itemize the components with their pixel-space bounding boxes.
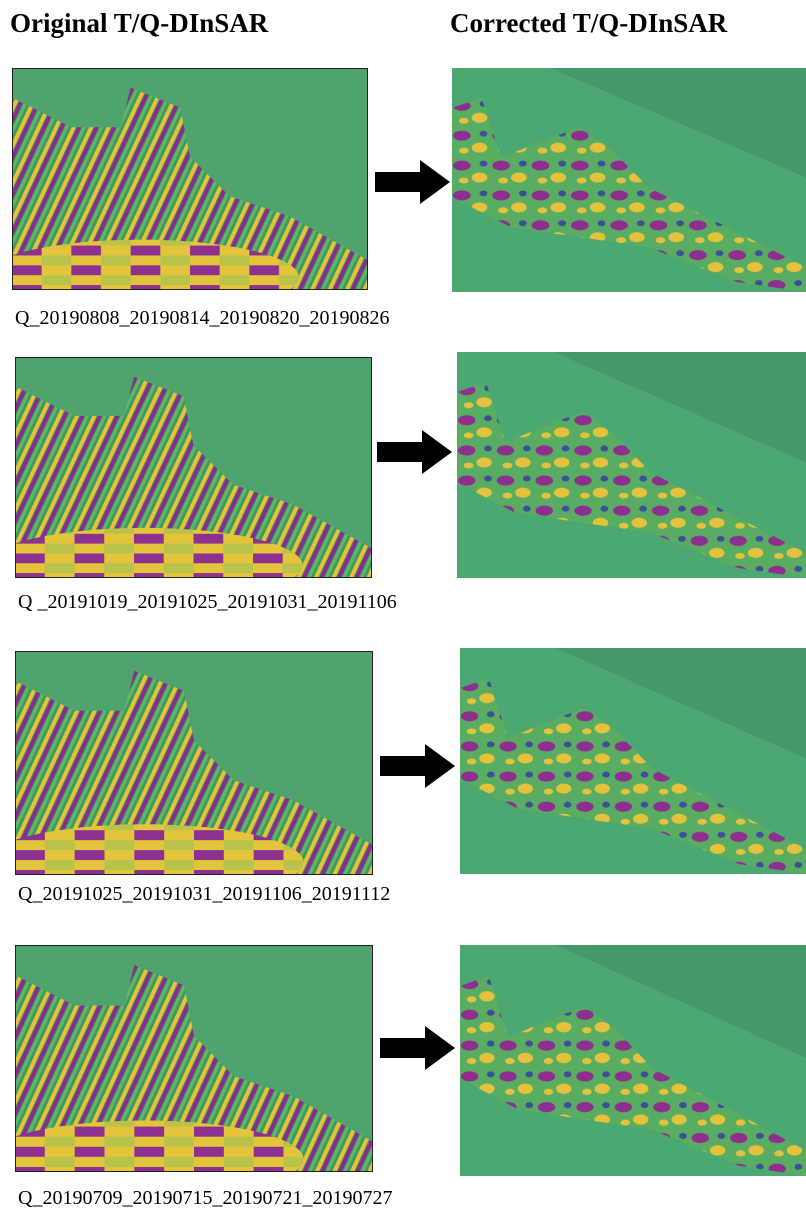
arrow	[380, 1026, 455, 1070]
caption: Q_20191025_20191031_20191106_20191112	[18, 883, 390, 905]
original-image	[0, 945, 373, 1197]
corrected-image	[452, 68, 806, 292]
arrow	[380, 744, 455, 788]
caption: Q _20191019_20191025_20191031_20191106	[18, 591, 397, 613]
column-header: Corrected T/Q-DInSAR	[450, 8, 728, 38]
caption: Q_20190709_20190715_20190721_20190727	[18, 1187, 392, 1209]
figure: Original T/Q-DInSAR Corrected T/Q-DInSAR…	[0, 0, 806, 1209]
original-image	[0, 68, 368, 315]
corrected-image	[460, 648, 806, 874]
arrow	[375, 160, 450, 204]
corrected-image	[457, 352, 806, 578]
arrow	[377, 430, 452, 474]
column-header: Original T/Q-DInSAR	[10, 8, 269, 38]
original-image	[0, 357, 372, 603]
original-image	[0, 651, 373, 900]
caption: Q_20190808_20190814_20190820_20190826	[15, 307, 389, 329]
corrected-image	[460, 945, 806, 1176]
